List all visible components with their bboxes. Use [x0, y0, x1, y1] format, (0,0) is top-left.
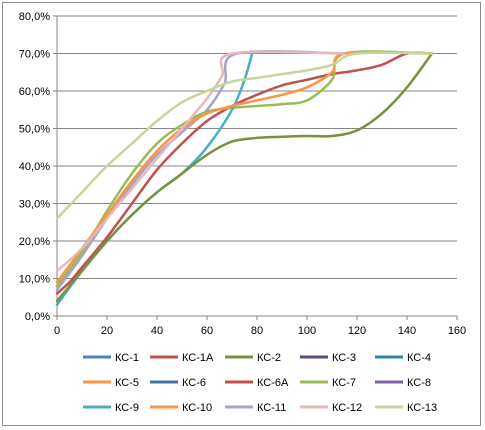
legend-label: КС-6А [257, 377, 289, 389]
legend-item: КС-2 [225, 352, 281, 364]
legend-item: КС-11 [225, 402, 286, 414]
legend-label: КС-1 [115, 352, 139, 364]
y-tick-label: 10,0% [19, 274, 50, 286]
chart-frame [2, 2, 481, 426]
legend-item: КС-10 [150, 402, 212, 414]
legend-label: КС-6 [182, 377, 206, 389]
legend-label: КС-3 [332, 352, 356, 364]
series-line [55, 52, 434, 303]
legend-label: КС-13 [407, 402, 437, 414]
x-tick-label: 120 [348, 325, 366, 337]
y-tick-label: 60,0% [19, 86, 50, 98]
series-lines [55, 50, 434, 307]
axes [53, 15, 458, 320]
x-tick-label: 0 [54, 325, 60, 337]
legend-item: КС-6А [225, 377, 289, 389]
legend-item: КС-7 [300, 377, 356, 389]
x-tick-label: 60 [201, 325, 213, 337]
x-tick-label: 80 [251, 325, 263, 337]
legend-item: КС-9 [83, 402, 139, 414]
y-tick-label: 0,0% [25, 311, 50, 323]
series-line [55, 51, 434, 295]
legend-label: КС-1А [182, 352, 214, 364]
legend-label: КС-7 [332, 377, 356, 389]
legend-item: КС-12 [300, 402, 362, 414]
y-tick-label: 20,0% [19, 236, 50, 248]
legend-label: КС-2 [257, 352, 281, 364]
legend-label: КС-4 [407, 352, 431, 364]
y-tick-label: 70,0% [19, 49, 50, 61]
y-tick-label: 30,0% [19, 199, 50, 211]
legend-label: КС-8 [407, 377, 431, 389]
x-tick-label: 40 [151, 325, 163, 337]
tick-labels: 0,0% 10,0% 20,0% 30,0% 40,0% 50,0% 60,0% 70,0% 8… [19, 11, 466, 337]
legend-label: КС-12 [332, 402, 362, 414]
legend-label: КС-5 [115, 377, 139, 389]
legend-label: КС-10 [182, 402, 212, 414]
series-line [55, 51, 434, 220]
legend-item: КС-8 [375, 377, 431, 389]
legend-item: КС-3 [300, 352, 356, 364]
x-tick-label: 100 [298, 325, 316, 337]
y-tick-label: 40,0% [19, 161, 50, 173]
x-tick-label: 160 [448, 325, 466, 337]
legend-item: КС-1 [83, 352, 139, 364]
gridlines [57, 15, 457, 279]
legend-item: КС-5 [83, 377, 139, 389]
series-line [55, 50, 346, 292]
series-line [55, 50, 434, 288]
legend: КС-1 КС-1А КС-2 КС-3 КС-4 КС-5 КС-6 КС-6А КС-7 КС… [83, 352, 437, 414]
legend-item: КС-13 [375, 402, 437, 414]
y-tick-label: 50,0% [19, 124, 50, 136]
legend-item: КС-1А [150, 352, 214, 364]
legend-item: КС-4 [375, 352, 431, 364]
legend-item: КС-6 [150, 377, 206, 389]
y-tick-label: 80,0% [19, 11, 50, 23]
legend-label: КС-11 [257, 402, 286, 414]
x-tick-label: 140 [398, 325, 416, 337]
series-line [55, 50, 434, 284]
legend-label: КС-9 [115, 402, 139, 414]
x-tick-label: 20 [101, 325, 113, 337]
series-line [55, 50, 346, 273]
